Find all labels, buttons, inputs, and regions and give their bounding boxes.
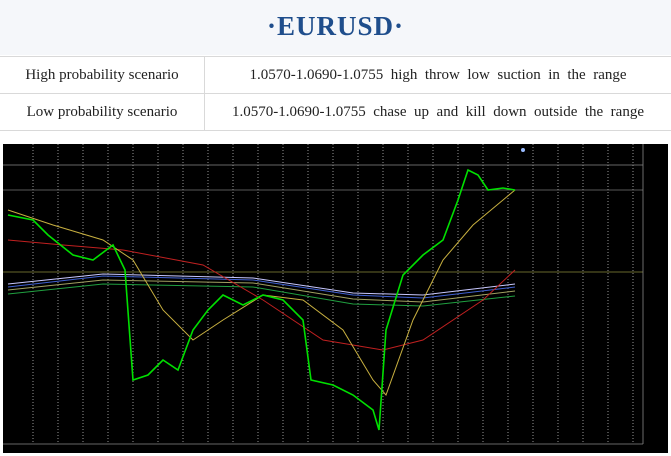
row: High probability scenario 1.0570-1.0690-…: [0, 56, 671, 94]
chart-background: [3, 144, 668, 453]
cell: 1.0570-1.0690-1.0755 chase up and kill d…: [204, 93, 671, 131]
price-chart: [3, 144, 668, 453]
scenario-table: High probability scenario 1.0570-1.0690-…: [0, 56, 671, 131]
title: ·EURUSD·: [0, 0, 671, 55]
moving-average: [7, 189, 516, 396]
price-line: [7, 168, 516, 431]
row: Low probability scenario 1.0570-1.0690-1…: [0, 93, 671, 131]
moving-average: [7, 275, 516, 299]
cell: High probability scenario: [0, 56, 205, 94]
cell: 1.0570-1.0690-1.0755 high throw low suct…: [204, 56, 671, 94]
moving-average: [7, 283, 516, 307]
cell: Low probability scenario: [0, 93, 205, 131]
moving-average: [7, 239, 516, 351]
moving-average: [7, 279, 516, 303]
marker: [521, 148, 525, 152]
moving-average: [7, 273, 516, 296]
